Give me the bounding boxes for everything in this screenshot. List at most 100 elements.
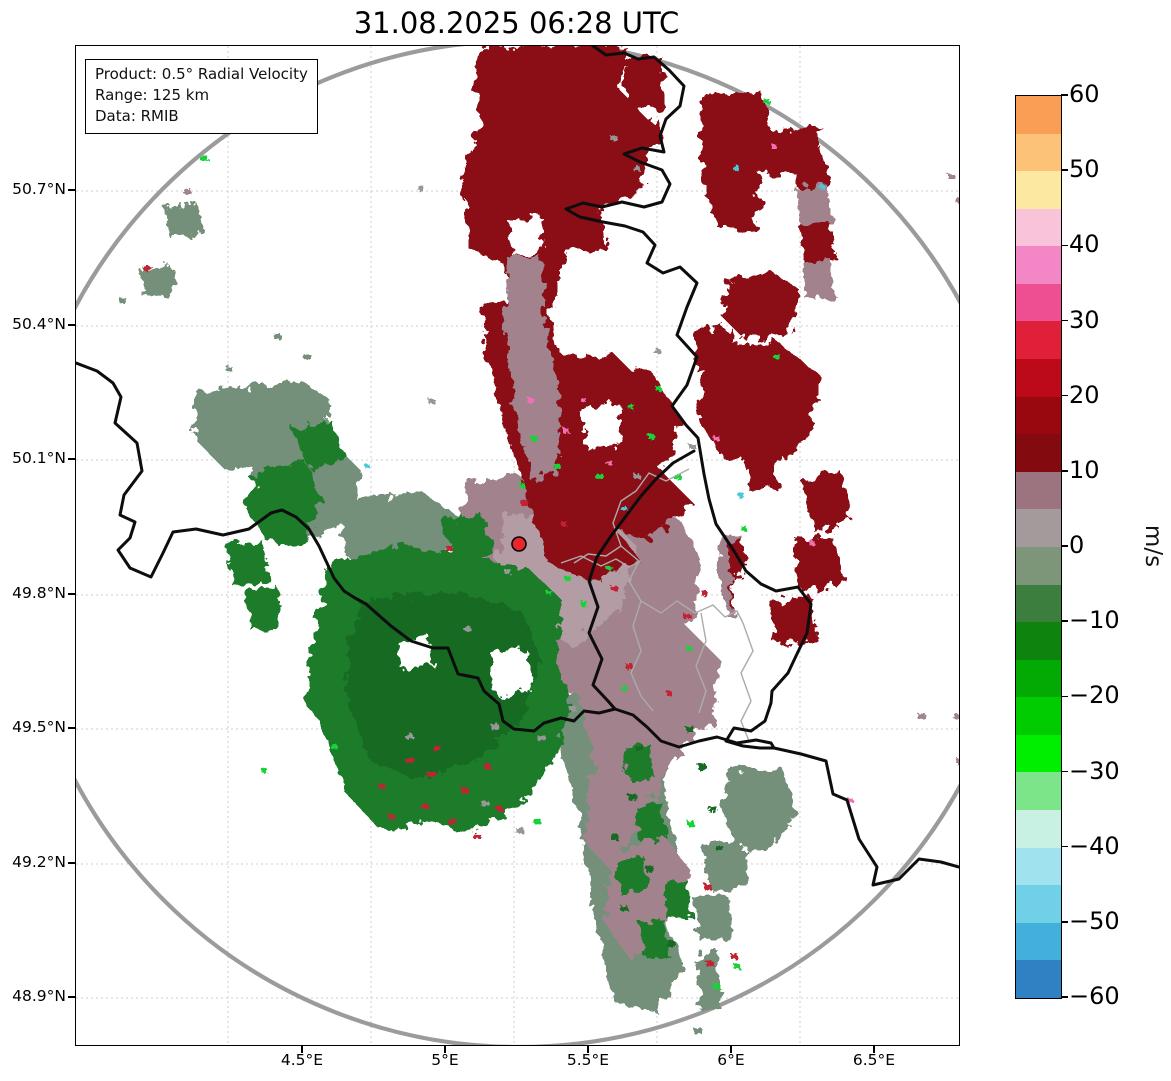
colorbar-band (1016, 546, 1061, 585)
lon-tick-mark (873, 1046, 875, 1053)
speck-red (521, 501, 528, 506)
velocity-region-mauve-col-b (802, 258, 836, 300)
colorbar-gradient (1016, 96, 1061, 998)
internal-border-line (560, 555, 642, 568)
speck-green_dark (646, 866, 654, 872)
country-border-line (587, 449, 696, 711)
colorbar-unit-label: m/s (1140, 524, 1166, 568)
speck-red (626, 664, 633, 669)
colorbar-tick-mark (1061, 620, 1068, 622)
speck-bright_green (628, 404, 634, 409)
speck-green_dark (716, 846, 723, 851)
lon-tick-mark (730, 1046, 732, 1053)
colorbar-band (1016, 509, 1061, 547)
colorbar-band (1016, 847, 1061, 886)
speck-pink (528, 398, 534, 403)
lon-tick-label: 5.5°E (566, 1051, 610, 1069)
speck-gray (538, 736, 546, 741)
velocity-region-sage-west-c (139, 266, 176, 298)
colorbar-band (1016, 622, 1061, 660)
colorbar-tick-label: 60 (1069, 80, 1100, 108)
speck-bright_green (201, 156, 208, 161)
colorbar-band (1016, 359, 1061, 397)
colorbar-band (1016, 208, 1061, 247)
colorbar-band (1016, 171, 1061, 209)
velocity-region-green-plume-a (624, 741, 654, 779)
velocity-region-green-plume-c (616, 856, 648, 894)
colorbar-tick-mark (1061, 845, 1068, 848)
velocity-region-green-west-c (226, 540, 269, 586)
speck-pink (771, 144, 777, 149)
speck-red (684, 614, 691, 619)
speck-green_dark (636, 746, 643, 751)
colorbar-band (1016, 133, 1061, 172)
internal-border-line (695, 612, 707, 714)
colorbar-tick-label: 20 (1069, 380, 1100, 409)
country-borders (76, 46, 959, 887)
speck-pink (714, 436, 720, 441)
velocity-region-red-east-b (791, 536, 846, 591)
speck-bright_green (596, 474, 603, 479)
speck-bright_green (531, 436, 538, 441)
velocity-region-red-east-a (801, 471, 852, 532)
colorbar-tick-mark (1061, 394, 1068, 397)
lon-tick-mark (587, 1046, 589, 1053)
internal-border-line (630, 600, 654, 712)
velocity-region-red-ne-c (701, 91, 821, 231)
velocity-region-red-plume-top (461, 46, 649, 391)
colorbar-band (1016, 584, 1061, 623)
colorbar-band (1016, 659, 1061, 698)
lat-tick-label: 48.9°N (12, 987, 66, 1005)
speck-cyan (819, 184, 825, 189)
speck-mauve (954, 714, 959, 719)
speck-red (561, 521, 567, 526)
speck-pink (581, 398, 586, 402)
velocity-specks (119, 99, 959, 1034)
colorbar-band (1016, 885, 1061, 923)
speck-red (406, 758, 414, 763)
colorbar-band (1016, 96, 1061, 134)
speck-bright_green (774, 354, 780, 359)
speck-green_dark (709, 806, 716, 812)
colorbar-band (1016, 960, 1061, 998)
velocity-region-green-center (441, 514, 496, 561)
speck-bright_green (688, 821, 695, 827)
velocity-region-red-col-a (792, 148, 830, 190)
lat-tick-mark (68, 727, 75, 729)
speck-bright_green (546, 591, 552, 595)
speck-red (731, 954, 738, 959)
colorbar-tick-mark (1061, 94, 1068, 96)
speck-red (144, 266, 152, 271)
colorbar-tick-mark (1061, 244, 1068, 247)
colorbar-band (1016, 471, 1061, 510)
velocity-region-green-west-b (291, 420, 346, 470)
speck-sage (274, 334, 281, 339)
speck-gray (516, 828, 524, 834)
speck-green_dark (628, 794, 636, 800)
lat-tick-label: 49.8°N (12, 584, 66, 602)
speck-sage (119, 298, 126, 303)
speck-mauve (184, 189, 191, 194)
velocity-region-red-ne-e (696, 341, 821, 466)
speck-green_dark (621, 906, 628, 911)
velocity-field (139, 46, 852, 1011)
speck-gray (428, 399, 435, 404)
colorbar-tick-mark (1061, 470, 1068, 472)
speck-red (448, 819, 456, 824)
speck-red (706, 961, 714, 966)
velocity-region-sage-se-d (698, 949, 720, 1010)
speck-mauve (918, 714, 926, 719)
colorbar-tick-mark (1061, 770, 1068, 773)
colorbar-tick-label: 30 (1069, 305, 1100, 334)
lon-tick-label: 5°E (431, 1051, 459, 1069)
speck-red (474, 834, 481, 839)
speck-gray (634, 166, 640, 171)
velocity-region-white-hole-b (491, 649, 533, 696)
lon-tick-label: 6°E (717, 1051, 745, 1069)
lat-tick-label: 49.2°N (12, 853, 66, 871)
colorbar-band (1016, 396, 1061, 435)
speck-bright_green (534, 819, 541, 824)
velocity-region-green-plume-e (641, 920, 670, 958)
speck-red (496, 806, 503, 811)
speck-bright_green (261, 768, 267, 773)
